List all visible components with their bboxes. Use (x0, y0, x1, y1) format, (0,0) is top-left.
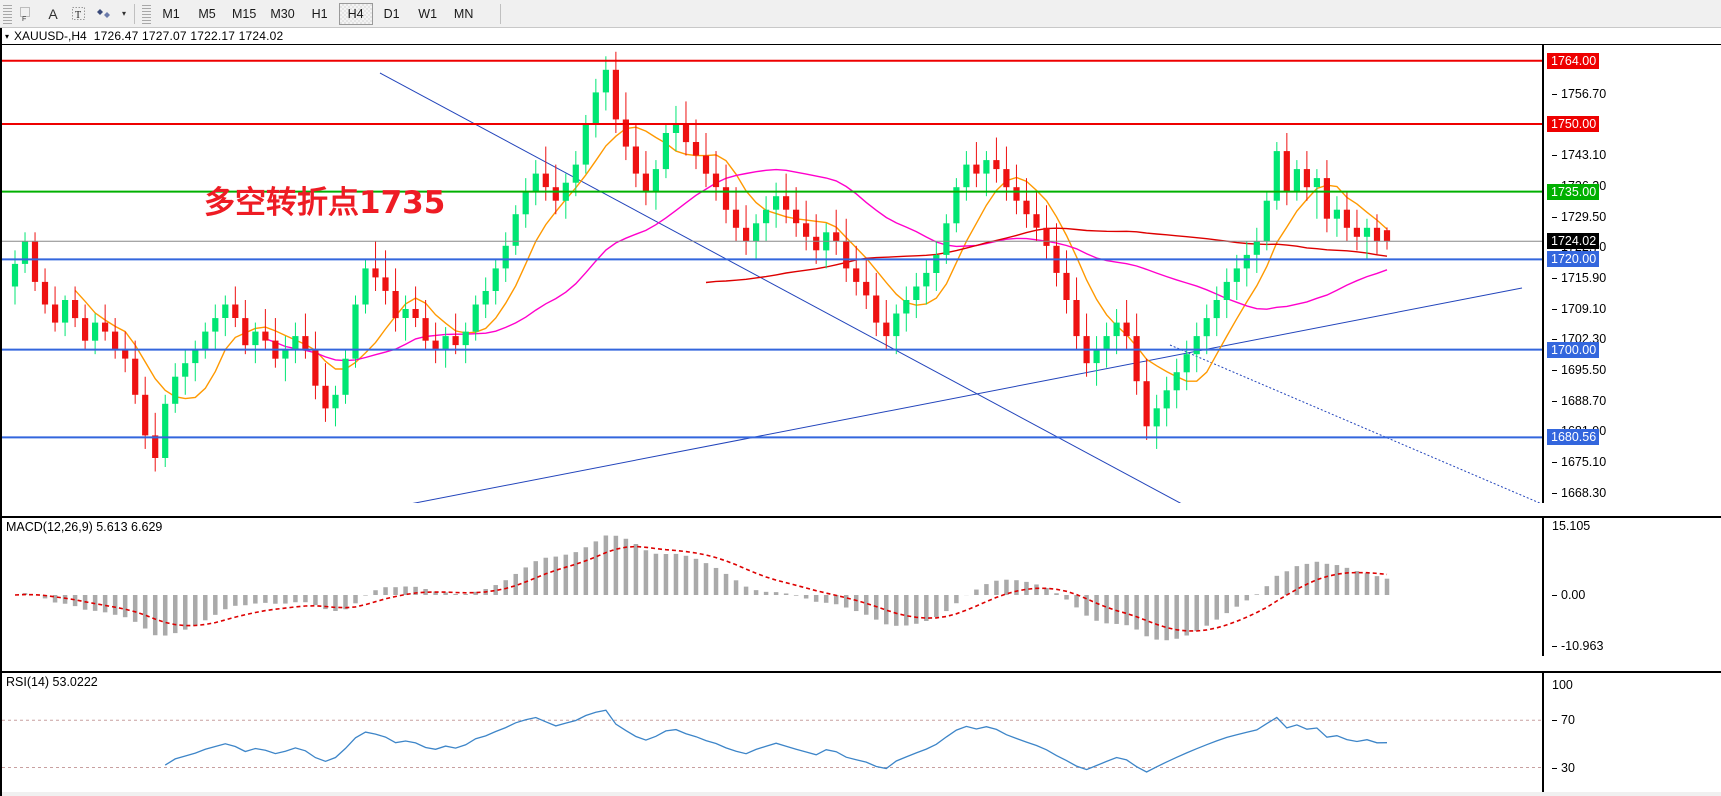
macd-tick-label: 0.00 (1561, 588, 1586, 602)
symbol-ohlc: 1726.47 1727.07 1722.17 1724.02 (93, 29, 284, 43)
macd-title: MACD(12,26,9) 5.613 6.629 (6, 520, 163, 534)
timeframe-group: M1 M5 M15 M30 H1 H4 D1 W1 MN (153, 2, 482, 25)
objects-dropdown-arrow-icon[interactable]: ▾ (121, 9, 126, 18)
price-plot-area[interactable]: 多空转折点1735 (2, 45, 1542, 503)
price-tick-label: 1715.90 (1561, 270, 1607, 285)
toolbar-drag-handle[interactable] (3, 2, 12, 25)
svg-text:F: F (22, 16, 26, 22)
price-tick: 1756.70 (1552, 87, 1606, 101)
timeframe-m30-button[interactable]: M30 (270, 6, 295, 21)
price-level-label-resistance[interactable]: 1764.00 (1547, 52, 1600, 69)
price-tick-label: 1668.30 (1561, 485, 1607, 500)
price-tick-label: 1675.10 (1561, 455, 1607, 470)
price-tick-label: 1756.70 (1561, 86, 1607, 101)
timeframe-mn-button[interactable]: MN (453, 6, 474, 21)
price-tick: 1695.50 (1552, 363, 1606, 377)
macd-plot-area[interactable] (2, 518, 1542, 656)
chart-window: ▾ XAUUSD-,H4 1726.47 1727.07 1722.17 172… (0, 28, 1721, 796)
rsi-tick: 70 (1552, 713, 1575, 727)
price-tick: 1675.10 (1552, 455, 1606, 469)
text-a-icon[interactable]: A (48, 5, 58, 22)
chart-collapse-caret-icon[interactable]: ▾ (5, 31, 10, 41)
macd-tick-label: -10.963 (1561, 639, 1604, 654)
timeframe-d1-button[interactable]: D1 (383, 6, 400, 21)
toolbar-divider (134, 3, 135, 24)
symbol-info-bar: ▾ XAUUSD-,H4 1726.47 1727.07 1722.17 172… (2, 28, 1721, 44)
timeframe-drag-handle[interactable] (142, 2, 151, 25)
rsi-tick-label: 70 (1561, 713, 1575, 728)
price-tick-label: 1743.10 (1561, 148, 1607, 163)
rsi-plot-area[interactable] (2, 673, 1542, 796)
status-bar (2, 792, 1721, 796)
rsi-tick-label: 30 (1561, 760, 1575, 775)
rsi-tick: 30 (1552, 761, 1575, 775)
price-level-label-support[interactable]: 1680.56 (1547, 429, 1600, 446)
symbol-name: XAUUSD-,H4 (14, 29, 87, 43)
timeframe-m15-button[interactable]: M15 (232, 6, 257, 21)
price-level-label-support[interactable]: 1720.00 (1547, 251, 1600, 268)
price-level-label-support[interactable]: 1700.00 (1547, 341, 1600, 358)
price-tick-label: 1688.70 (1561, 393, 1607, 408)
rsi-axis: 100 70 30 (1542, 673, 1721, 796)
rsi-tick-label: 100 (1552, 677, 1573, 692)
price-tick: 1688.70 (1552, 394, 1606, 408)
price-tick: 1729.50 (1552, 210, 1606, 224)
macd-svg (14, 535, 1390, 641)
price-tick: 1709.10 (1552, 302, 1606, 316)
timeframe-h4-button[interactable]: H4 (338, 2, 373, 25)
price-level-label-resistance[interactable]: 1750.00 (1547, 115, 1600, 132)
timeframe-w1-button[interactable]: W1 (418, 6, 438, 21)
macd-tick: -10.963 (1552, 639, 1603, 653)
price-tick: 1743.10 (1552, 148, 1606, 162)
macd-tick: 15.105 (1552, 519, 1590, 533)
timeframe-h1-button[interactable]: H1 (311, 6, 328, 21)
price-pane: 多空转折点1735 1756.701743.101736.301729.5017… (2, 44, 1721, 503)
svg-text:T: T (75, 10, 81, 21)
price-axis[interactable]: 1756.701743.101736.301729.501722.701715.… (1542, 45, 1721, 503)
rsi-title: RSI(14) 53.0222 (6, 675, 98, 689)
rsi-tick: 100 (1552, 678, 1573, 692)
main-toolbar: F A T ▾ M1 M5 M15 M30 H1 H4 D1 W1 MN (0, 0, 1721, 28)
price-tick-label: 1695.50 (1561, 362, 1607, 377)
timeframe-m1-button[interactable]: M1 (162, 6, 180, 21)
toolbar-divider-2 (499, 3, 501, 24)
crosshair-f-icon[interactable]: F (14, 2, 40, 26)
rsi-svg (2, 709, 1542, 773)
macd-tick: 0.00 (1552, 588, 1585, 602)
macd-pane: MACD(12,26,9) 5.613 6.629 15.105 0.00 -10.… (2, 516, 1721, 656)
price-tick-label: 1729.50 (1561, 209, 1607, 224)
timeframe-m5-button[interactable]: M5 (198, 6, 216, 21)
rsi-pane: RSI(14) 53.0222 100 70 30 (2, 671, 1721, 796)
objects-icon[interactable] (92, 2, 118, 26)
chart-annotation-text: 多空转折点1735 (204, 185, 446, 221)
price-candles-svg (2, 51, 1542, 503)
price-tick: 1668.30 (1552, 486, 1606, 500)
price-level-label-last-price[interactable]: 1724.02 (1547, 233, 1600, 250)
macd-axis: 15.105 0.00 -10.963 (1542, 518, 1721, 656)
price-level-label-pivot[interactable]: 1735.00 (1547, 183, 1600, 200)
macd-tick-label: 15.105 (1552, 519, 1591, 533)
price-tick: 1715.90 (1552, 271, 1606, 285)
text-label-icon[interactable]: T (66, 2, 92, 26)
price-tick-label: 1709.10 (1561, 301, 1607, 316)
